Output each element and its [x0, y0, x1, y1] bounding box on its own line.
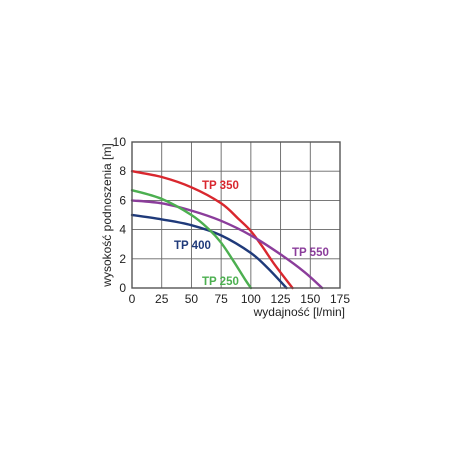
- x-axis-title: wydajność [l/min]: [253, 305, 345, 319]
- x-tick-label: 25: [155, 292, 169, 306]
- series-label-tp-350: TP 350: [202, 180, 239, 192]
- curve-tp-400: [130, 213, 288, 290]
- curve-tp-250: [130, 189, 253, 290]
- x-tick-label: 150: [300, 292, 320, 306]
- x-tick-label: 75: [214, 292, 228, 306]
- curve-tp-350: [130, 170, 294, 290]
- y-axis-title: wysokość podnoszenia [m]: [100, 143, 114, 287]
- y-tick-label: 8: [119, 164, 126, 178]
- y-tick-label: 4: [119, 223, 126, 237]
- x-axis-ticks: 0 25 50 75 100 125 150 175: [129, 292, 351, 306]
- curve-tp-550: [130, 199, 324, 290]
- x-tick-label: 0: [129, 292, 136, 306]
- series-label-tp-400: TP 400: [174, 240, 211, 252]
- plot-frame: [131, 141, 341, 289]
- series-labels: TP 350 TP 550 TP 400 TP 250: [174, 180, 329, 288]
- x-tick-label: 50: [185, 292, 199, 306]
- y-tick-label: 0: [119, 281, 126, 295]
- y-axis-ticks: 0 2 4 6 8 10: [113, 135, 127, 295]
- series-label-tp-550: TP 550: [292, 247, 329, 259]
- x-tick-label: 125: [271, 292, 291, 306]
- y-tick-label: 10: [113, 135, 127, 149]
- y-tick-label: 2: [119, 252, 126, 266]
- x-tick-label: 175: [330, 292, 350, 306]
- x-tick-label: 100: [241, 292, 261, 306]
- pump-curves: [130, 170, 324, 290]
- y-tick-label: 6: [119, 193, 126, 207]
- series-label-tp-250: TP 250: [202, 276, 239, 288]
